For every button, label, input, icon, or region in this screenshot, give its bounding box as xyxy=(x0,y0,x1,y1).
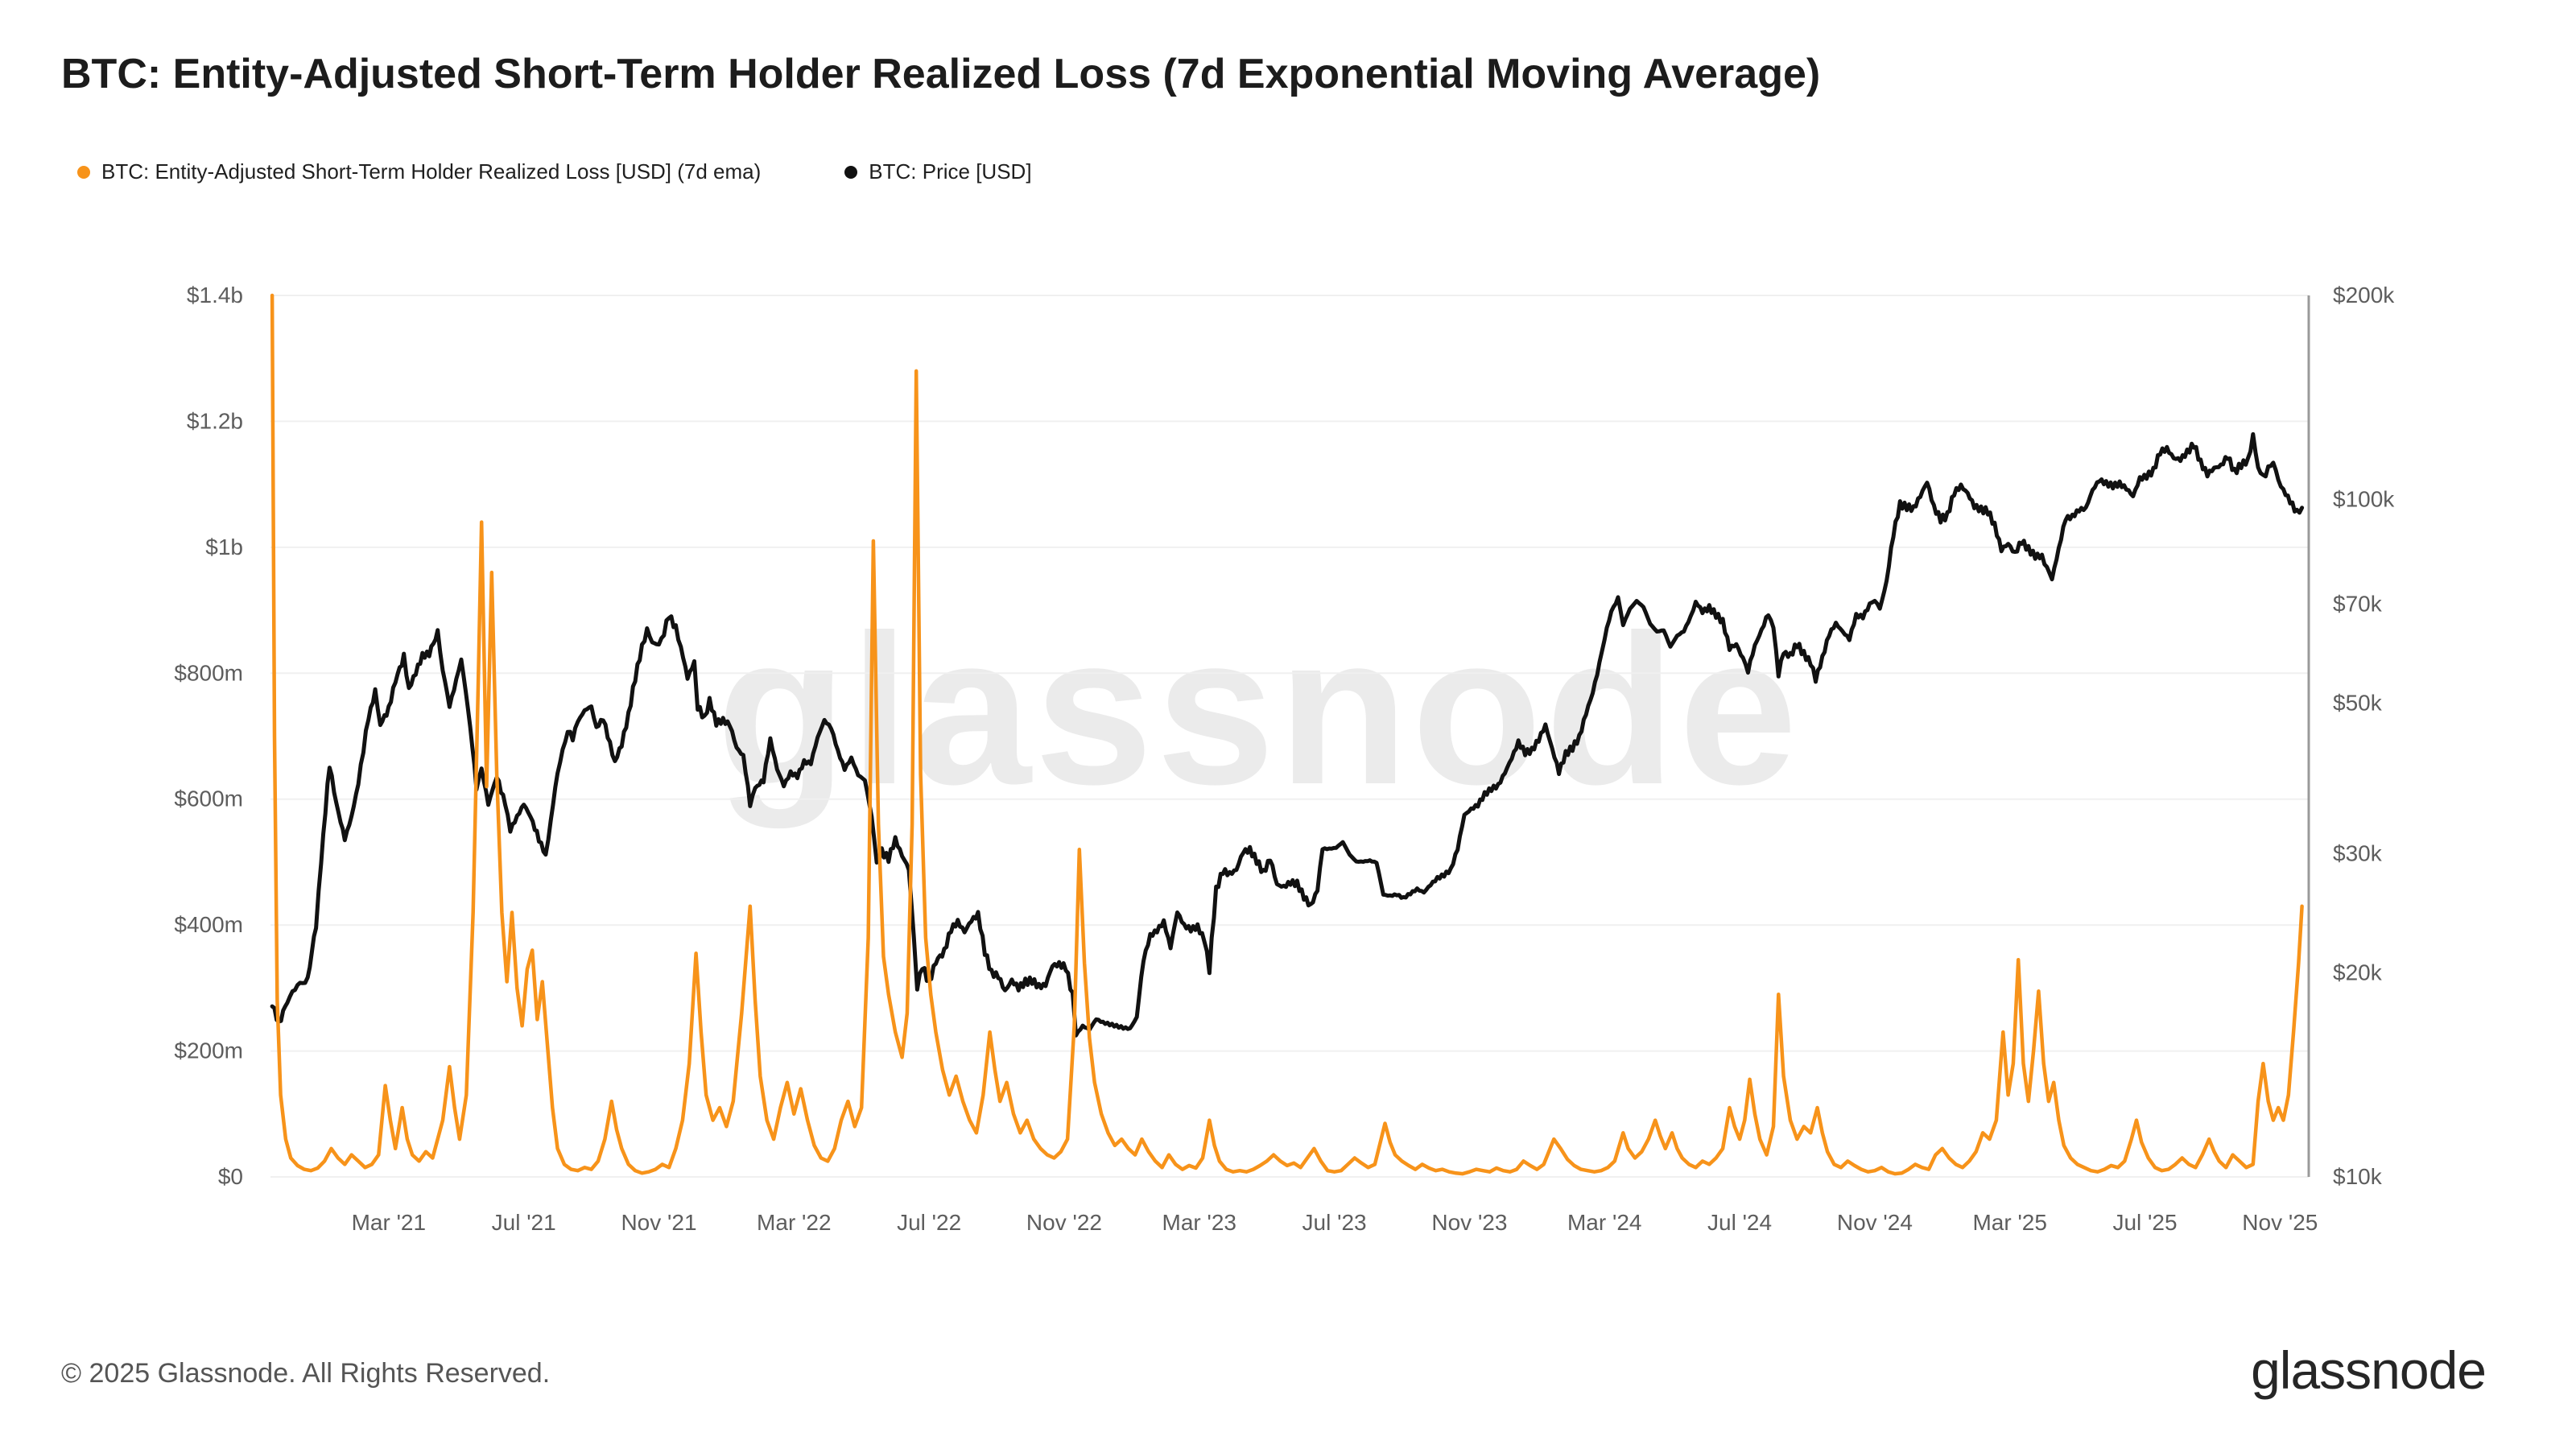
legend-label-price: BTC: Price [USD] xyxy=(869,159,1032,184)
x-tick-label: Mar '21 xyxy=(352,1210,427,1235)
y-right-tick-label: $70k xyxy=(2333,592,2383,617)
y-left-tick-label: $400m xyxy=(174,912,243,937)
legend-item-price[interactable]: BTC: Price [USD] xyxy=(844,159,1032,184)
x-tick-label: Nov '22 xyxy=(1026,1210,1102,1235)
x-tick-label: Mar '24 xyxy=(1567,1210,1642,1235)
y-left-tick-label: $600m xyxy=(174,786,243,811)
x-tick-label: Jul '24 xyxy=(1707,1210,1772,1235)
legend-dot-realized-loss xyxy=(77,165,90,179)
x-tick-label: Mar '22 xyxy=(757,1210,832,1235)
x-tick-label: Nov '21 xyxy=(621,1210,696,1235)
x-tick-label: Mar '23 xyxy=(1162,1210,1237,1235)
legend-dot-price xyxy=(844,165,858,179)
price-series-line xyxy=(270,431,2305,1038)
x-tick-label: Jul '22 xyxy=(897,1210,961,1235)
y-left-tick-label: $1b xyxy=(205,535,243,559)
x-tick-label: Jul '23 xyxy=(1302,1210,1367,1235)
y-left-tick-label: $1.4b xyxy=(187,283,243,308)
y-right-tick-label: $20k xyxy=(2333,960,2383,985)
y-right-tick-label: $100k xyxy=(2333,486,2395,511)
x-tick-label: Mar '25 xyxy=(1972,1210,2047,1235)
x-tick-label: Jul '21 xyxy=(492,1210,556,1235)
x-tick-label: Nov '25 xyxy=(2242,1210,2318,1235)
glassnode-watermark: glassnode xyxy=(716,591,1801,829)
legend-label-realized-loss: BTC: Entity-Adjusted Short-Term Holder R… xyxy=(101,159,762,184)
y-left-tick-label: $800m xyxy=(174,660,243,685)
x-tick-label: Nov '23 xyxy=(1431,1210,1507,1235)
x-tick-label: Nov '24 xyxy=(1837,1210,1913,1235)
y-right-tick-label: $50k xyxy=(2333,691,2383,716)
y-left-tick-label: $1.2b xyxy=(187,408,243,433)
glassnode-logo[interactable]: glassnode xyxy=(2251,1340,2487,1400)
legend-item-realized-loss[interactable]: BTC: Entity-Adjusted Short-Term Holder R… xyxy=(77,159,761,184)
legend: BTC: Entity-Adjusted Short-Term Holder R… xyxy=(77,159,1032,184)
realized-loss-series-line xyxy=(270,293,2304,1176)
x-tick-label: Jul '25 xyxy=(2112,1210,2177,1235)
copyright-text: © 2025 Glassnode. All Rights Reserved. xyxy=(61,1358,551,1389)
y-right-tick-label: $10k xyxy=(2333,1164,2383,1189)
y-right-tick-label: $200k xyxy=(2333,283,2395,308)
y-right-tick-label: $30k xyxy=(2333,840,2383,865)
page-title: BTC: Entity-Adjusted Short-Term Holder R… xyxy=(61,51,1821,97)
y-left-tick-label: $0 xyxy=(218,1164,243,1189)
y-left-tick-label: $200m xyxy=(174,1038,243,1063)
